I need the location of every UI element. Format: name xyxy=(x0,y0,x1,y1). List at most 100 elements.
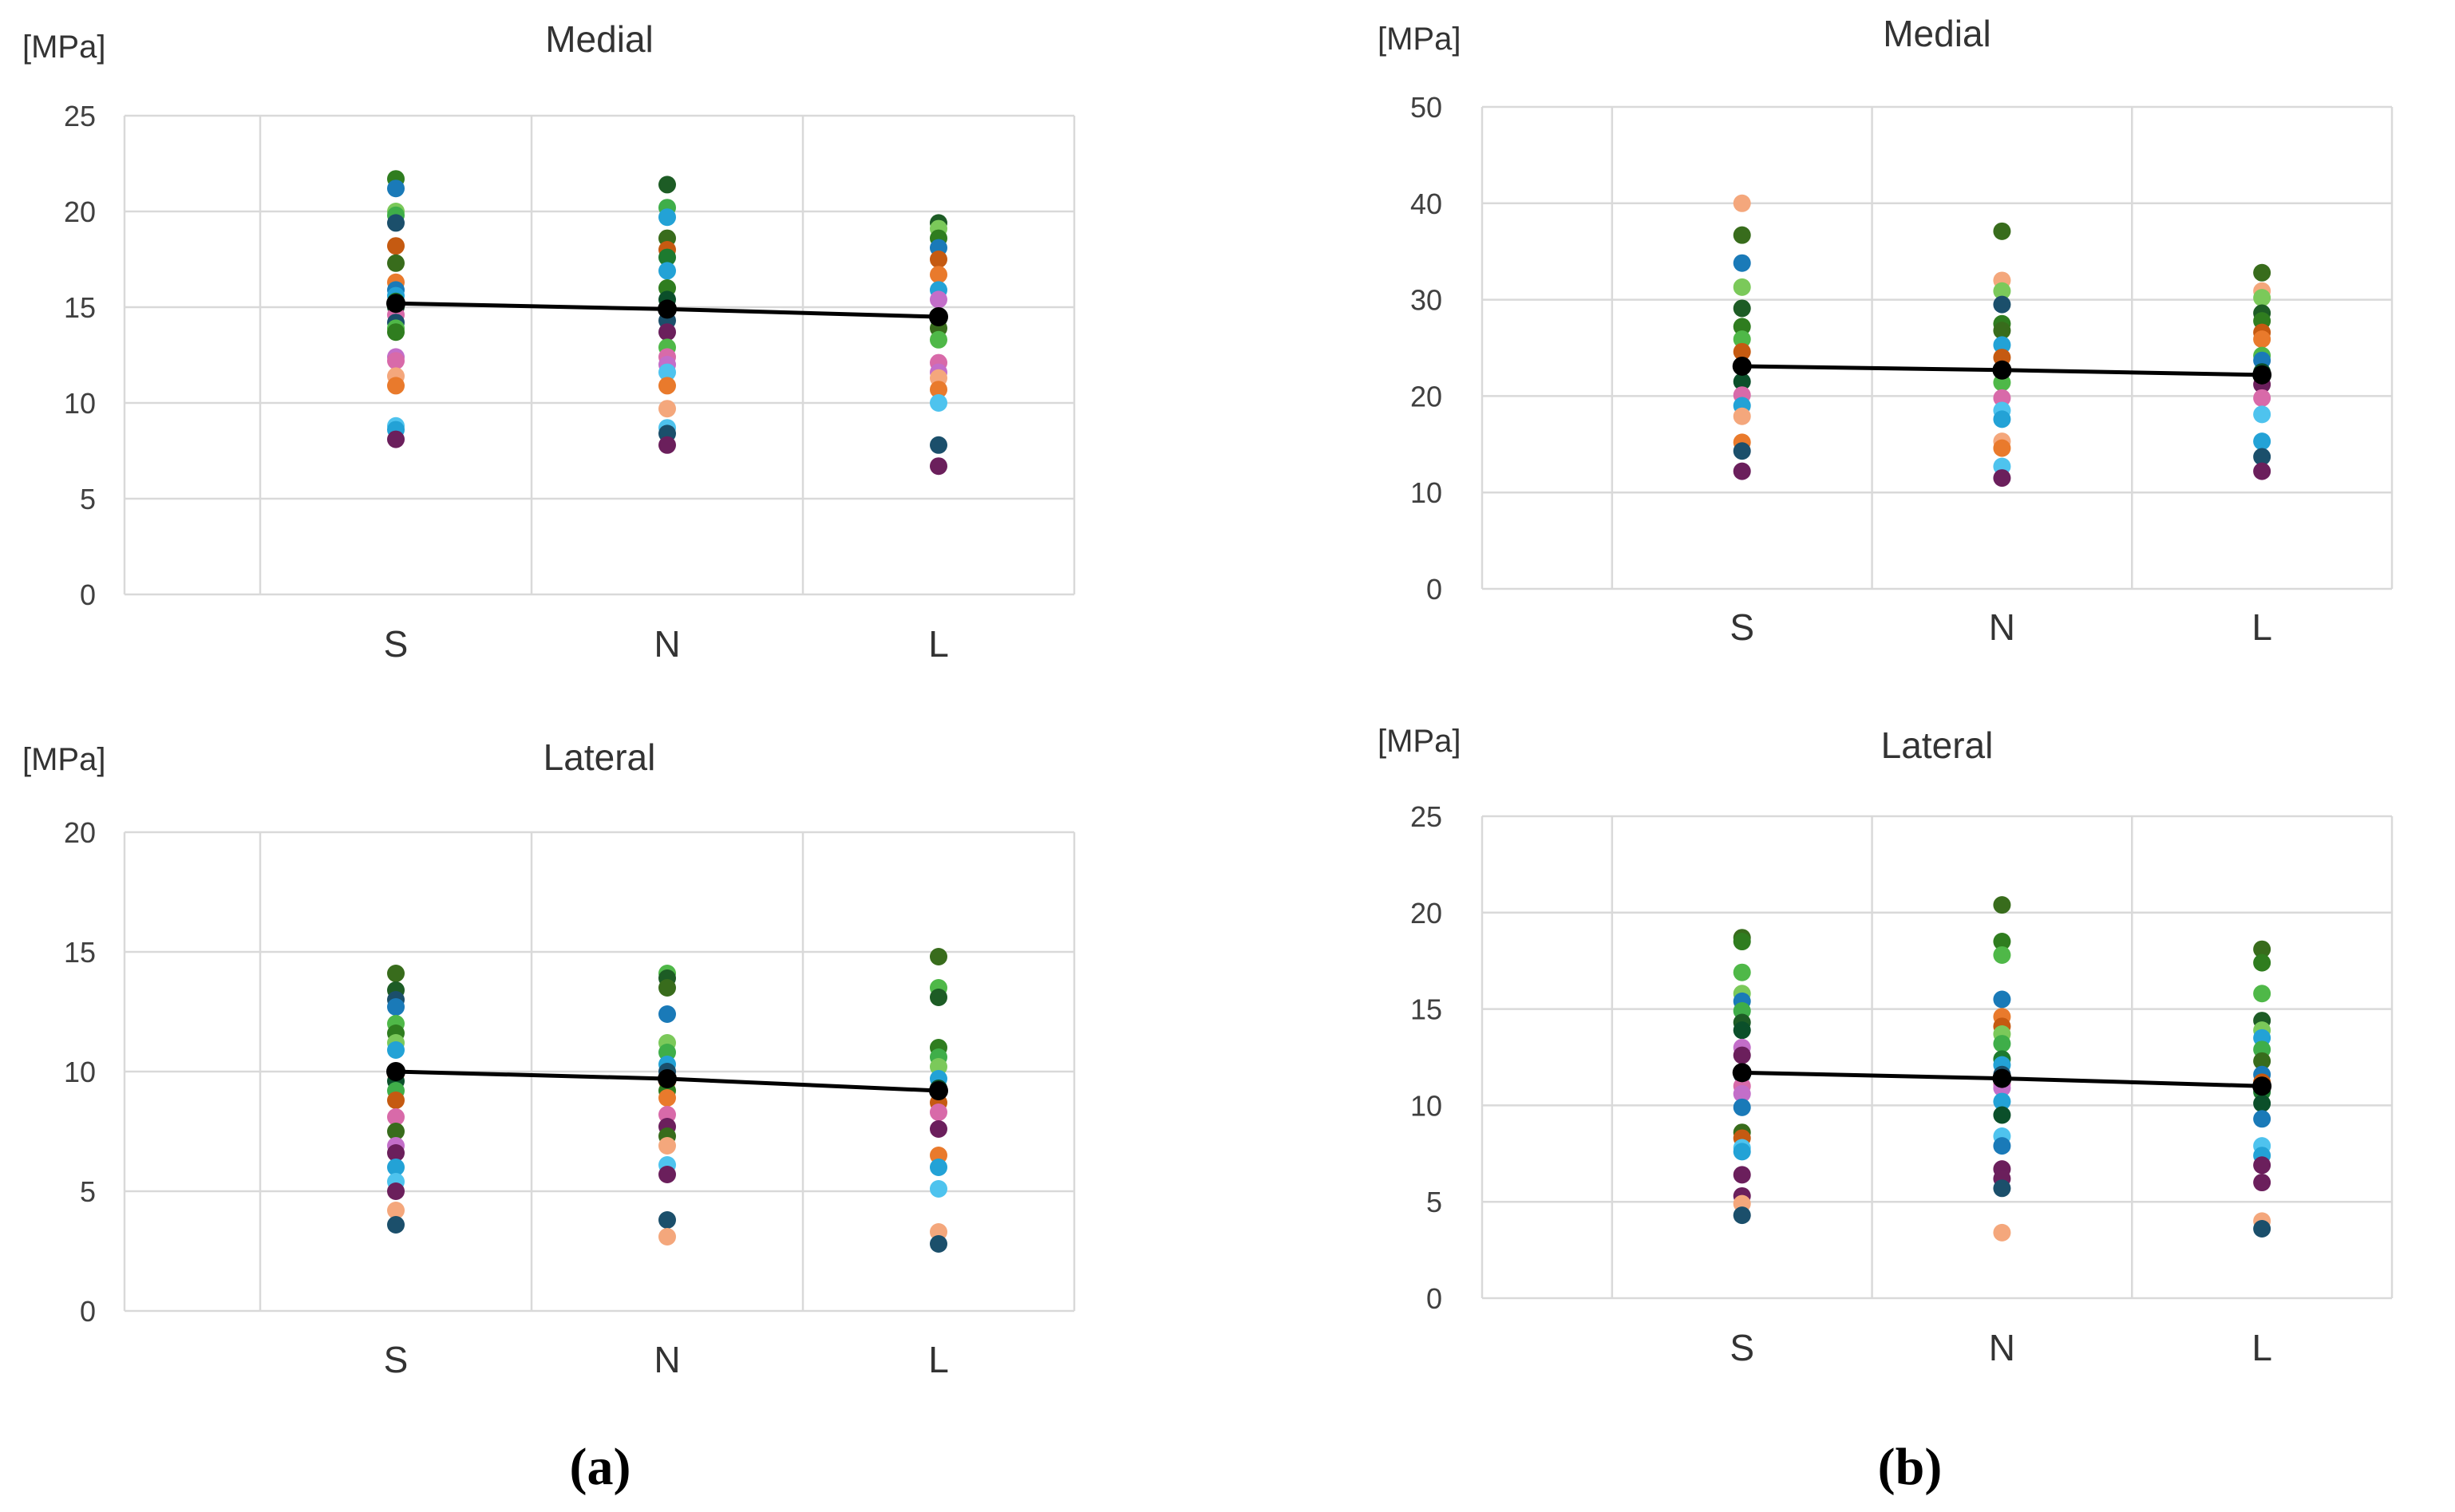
data-point xyxy=(1733,1084,1751,1103)
data-point xyxy=(387,254,405,272)
data-point xyxy=(1733,254,1751,272)
data-point xyxy=(1733,226,1751,244)
data-point xyxy=(1733,1046,1751,1064)
data-point xyxy=(658,248,676,266)
data-point xyxy=(387,377,405,395)
data-point xyxy=(2253,389,2271,407)
unit-label: [MPa] xyxy=(1378,724,1461,759)
data-point xyxy=(1993,1223,2011,1242)
data-point xyxy=(1733,1098,1751,1116)
x-category-label: S xyxy=(1730,606,1754,648)
data-point xyxy=(1993,1092,2011,1111)
data-point xyxy=(387,180,405,198)
mean-point xyxy=(658,299,677,319)
data-point xyxy=(1993,389,2011,407)
data-point xyxy=(1733,194,1751,212)
unit-label: [MPa] xyxy=(22,30,105,65)
data-point xyxy=(387,430,405,448)
data-point xyxy=(930,1180,947,1198)
data-point xyxy=(1993,990,2011,1009)
data-point xyxy=(658,1137,676,1155)
data-point xyxy=(930,290,947,309)
data-point xyxy=(930,381,947,399)
data-point xyxy=(930,330,947,349)
data-point xyxy=(2253,330,2271,349)
data-point xyxy=(930,457,947,476)
data-point xyxy=(930,266,947,284)
data-point xyxy=(658,363,676,381)
mean-point xyxy=(1992,1068,2012,1088)
x-category-label: N xyxy=(1989,1327,2015,1368)
data-point xyxy=(930,989,947,1006)
data-point xyxy=(387,998,405,1016)
mean-point xyxy=(929,307,948,326)
data-point xyxy=(930,1159,947,1176)
mean-point xyxy=(2252,1076,2272,1096)
data-point xyxy=(387,237,405,255)
x-category-label: L xyxy=(928,1339,949,1380)
data-point xyxy=(1733,299,1751,318)
data-point xyxy=(1733,1206,1751,1225)
data-point xyxy=(2253,448,2271,466)
data-point xyxy=(1733,318,1751,336)
data-point xyxy=(387,1092,405,1109)
data-point xyxy=(658,262,676,280)
data-point xyxy=(387,1144,405,1162)
y-tick-label: 0 xyxy=(1426,1282,1442,1315)
y-tick-label: 0 xyxy=(1426,573,1442,606)
data-point xyxy=(387,1108,405,1126)
data-point xyxy=(2253,1174,2271,1192)
x-category-label: L xyxy=(2251,606,2272,648)
chart-a-medial: Medial [MPa] 0 5 10 15 20 25 S N L xyxy=(22,18,1076,665)
data-point xyxy=(387,1182,405,1200)
data-point xyxy=(2253,462,2271,480)
data-point xyxy=(387,214,405,232)
data-point xyxy=(2253,289,2271,307)
unit-label: [MPa] xyxy=(1378,22,1461,57)
data-point xyxy=(2253,405,2271,424)
data-point xyxy=(2253,940,2271,958)
x-category-label: N xyxy=(654,623,680,665)
y-tick-label: 15 xyxy=(1410,993,1442,1026)
x-category-label: N xyxy=(654,1339,680,1380)
y-tick-label: 10 xyxy=(1410,1089,1442,1122)
y-tick-label: 15 xyxy=(64,936,96,969)
data-point xyxy=(2253,953,2271,972)
data-point xyxy=(1993,945,2011,964)
data-point xyxy=(1733,278,1751,296)
data-point xyxy=(1993,322,2011,340)
data-point xyxy=(658,323,676,341)
data-point xyxy=(387,965,405,982)
chart-title: Lateral xyxy=(1881,724,1994,766)
data-point xyxy=(2253,1220,2271,1238)
data-point xyxy=(1993,469,2011,488)
y-tick-label: 5 xyxy=(1426,1186,1442,1218)
chart-b-medial: Medial [MPa] 0 10 20 30 40 50 S N L xyxy=(1378,13,2394,648)
chart-a-lateral: Lateral [MPa] 0 5 10 15 20 S N L xyxy=(22,736,1076,1380)
y-tick-label: 5 xyxy=(80,483,96,515)
y-tick-label: 25 xyxy=(1410,800,1442,833)
data-point xyxy=(1733,963,1751,981)
data-point xyxy=(1733,330,1751,349)
y-tick-label: 20 xyxy=(64,816,96,849)
data-point xyxy=(658,1166,676,1183)
data-point xyxy=(2253,1094,2271,1112)
data-point xyxy=(1993,282,2011,300)
data-point xyxy=(1733,342,1751,361)
data-point xyxy=(658,176,676,194)
mean-point xyxy=(1732,1063,1752,1083)
data-point xyxy=(1733,933,1751,951)
data-point xyxy=(1993,1137,2011,1155)
data-point xyxy=(387,1216,405,1234)
data-point xyxy=(930,1120,947,1138)
data-point xyxy=(658,1211,676,1229)
y-tick-label: 40 xyxy=(1410,188,1442,220)
mean-point xyxy=(386,1062,405,1081)
data-point xyxy=(1993,222,2011,240)
mean-point xyxy=(1732,356,1752,376)
data-point xyxy=(387,1041,405,1059)
data-point xyxy=(930,1235,947,1253)
x-category-label: S xyxy=(384,1339,409,1380)
y-tick-label: 5 xyxy=(80,1175,96,1208)
